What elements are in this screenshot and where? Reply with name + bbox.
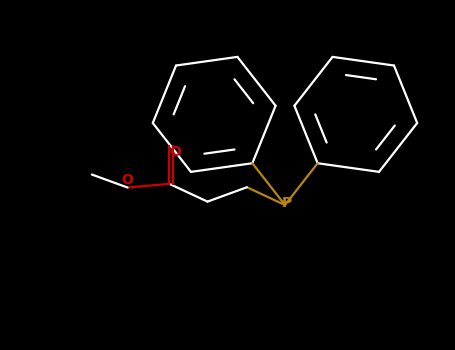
Text: O: O: [121, 173, 133, 187]
Text: P: P: [282, 196, 292, 210]
Text: O: O: [169, 145, 182, 159]
